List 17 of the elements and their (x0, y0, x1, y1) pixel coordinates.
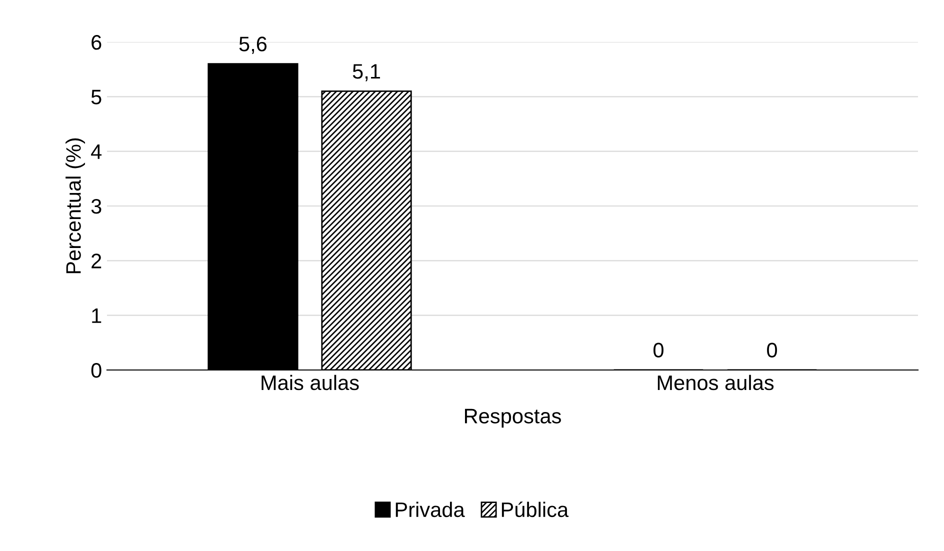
x-tick-label: Menos aulas (658, 374, 774, 390)
y-tick-label: 3 (91, 199, 102, 214)
legend-label: Privada (396, 502, 465, 518)
legend-label: Pública (502, 502, 569, 518)
y-tick-label: 6 (92, 35, 102, 50)
data-label: 0 (767, 342, 777, 358)
y-tick-label: 0 (91, 363, 102, 378)
y-tick-label: 4 (91, 144, 102, 159)
y-tick-label: 1 (92, 308, 102, 323)
y-axis-title: Percentual (%) (66, 138, 85, 274)
y-tick-label: 5 (91, 90, 102, 104)
x-tick-label: Mais aulas (262, 374, 359, 390)
x-axis-title: Respostas (464, 408, 561, 428)
data-label: 0 (654, 342, 664, 358)
data-label: 5,6 (239, 36, 267, 54)
y-tick-label: 2 (92, 254, 102, 268)
data-label: 5,1 (352, 64, 380, 82)
